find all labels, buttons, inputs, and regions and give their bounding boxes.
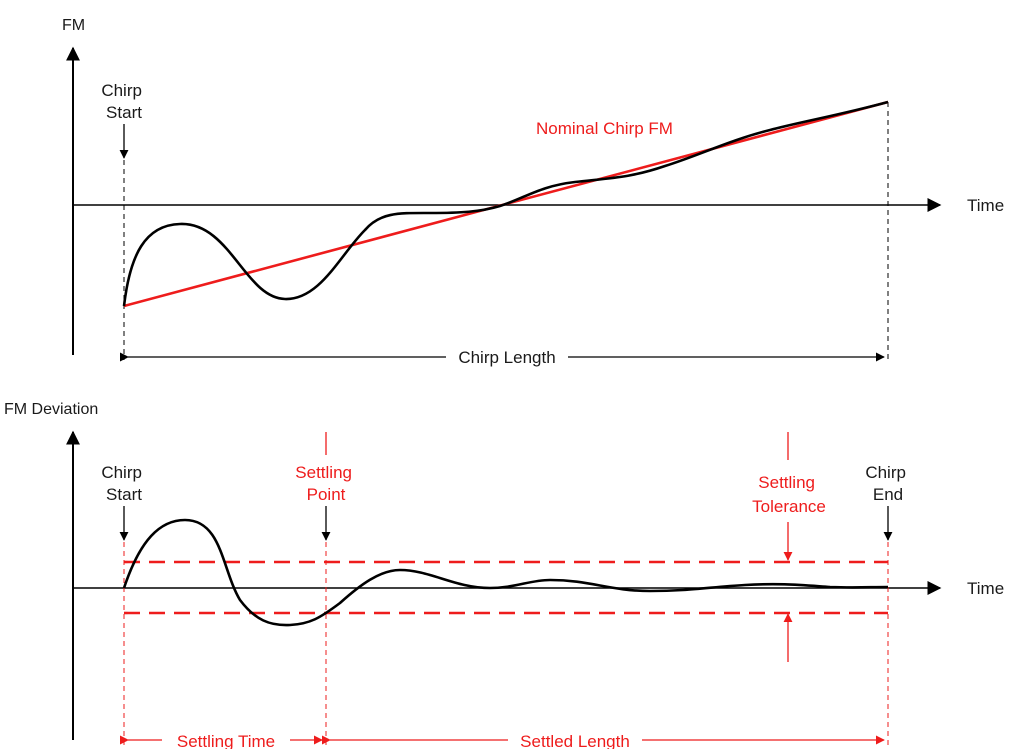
settled-length-label-bg [508,729,642,749]
settling-time-label: Settling Time [177,732,275,749]
bottom-y-axis-title: FM Deviation [4,401,98,418]
chirp-end-label: Chirp End [865,463,910,504]
settling-time-label-bg [162,729,290,749]
nominal-chirp-fm-label: Nominal Chirp FM [536,119,673,138]
settling-tolerance-label: Settling Tolerance [752,473,826,516]
settling-point-label: Settling Point [295,463,356,504]
bottom-x-axis-title: Time [967,579,1004,598]
chirp-length-label-bg [446,347,568,367]
top-chirp-start-label: Chirp Start [101,81,146,122]
bottom-chirp-start-label: Chirp Start [101,463,146,504]
top-y-axis-title: FM [62,17,85,34]
bottom-panel: FM Deviation Time Chirp Start Chirp End … [4,401,1004,749]
top-panel: FM Time Chirp Start Nominal Chirp FM Chi… [62,17,1004,367]
chirp-length-label: Chirp Length [458,348,555,367]
top-x-axis-title: Time [967,196,1004,215]
fm-response-curve [122,100,889,307]
fm-deviation-curve [122,518,889,627]
settled-length-label: Settled Length [520,732,630,749]
